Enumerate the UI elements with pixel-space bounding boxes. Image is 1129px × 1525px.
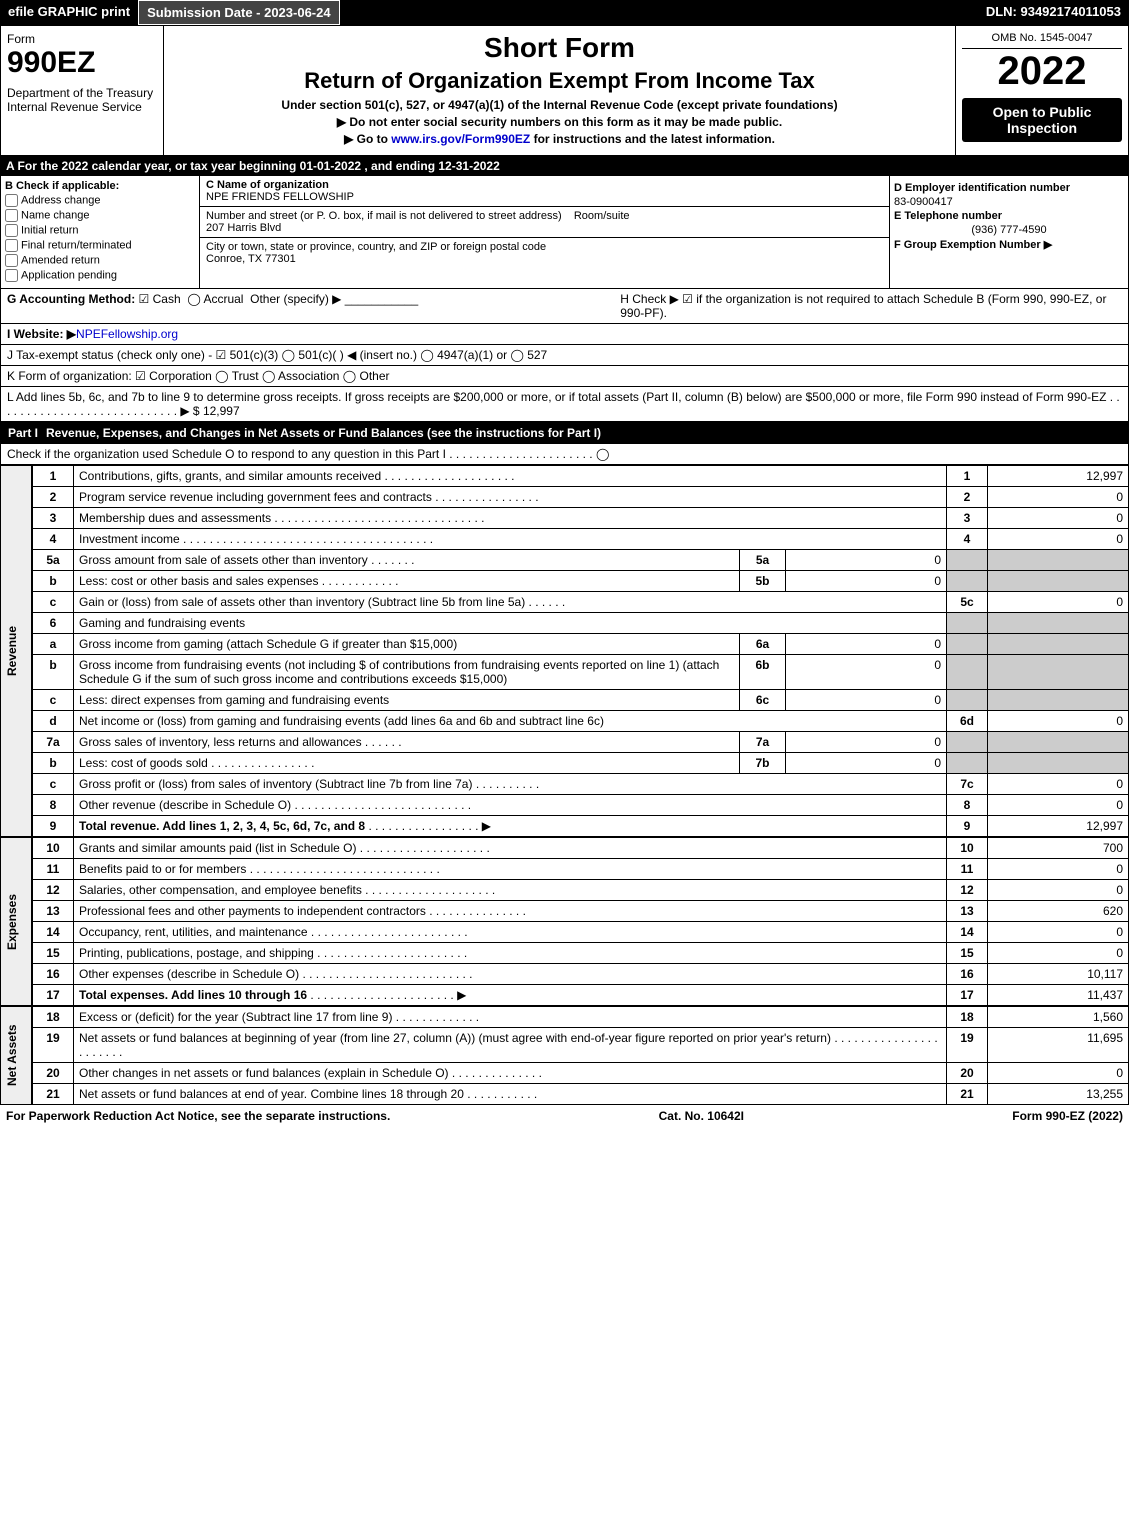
city-block: City or town, state or province, country… [200,238,889,268]
org-name-block: C Name of organization NPE FRIENDS FELLO… [200,176,889,207]
app-pending-check[interactable]: Application pending [5,269,195,282]
org-name: NPE FRIENDS FELLOWSHIP [206,191,354,203]
paperwork-notice: For Paperwork Reduction Act Notice, see … [6,1109,390,1123]
revenue-tab: Revenue [0,465,32,837]
ein-label: D Employer identification number [894,182,1124,194]
expenses-section: Expenses 10Grants and similar amounts pa… [0,837,1129,1006]
group-exemption: F Group Exemption Number ▶ [894,238,1124,251]
form-header: Form 990EZ Department of the Treasury In… [0,25,1129,156]
info-grid: B Check if applicable: Address change Na… [0,176,1129,289]
part1-title: Revenue, Expenses, and Changes in Net As… [46,426,601,440]
revenue-table: 1Contributions, gifts, grants, and simil… [32,465,1129,837]
city: Conroe, TX 77301 [206,253,296,265]
b-label: B Check if applicable: [5,180,195,192]
column-b: B Check if applicable: Address change Na… [1,176,200,288]
g-h-row: G Accounting Method: ☑ Cash ◯ Accrual Ot… [0,289,1129,324]
efile-print[interactable]: efile GRAPHIC print [0,0,138,25]
tel-label: E Telephone number [894,210,1124,222]
address-change-check[interactable]: Address change [5,194,195,207]
line1-val: 12,997 [988,466,1129,487]
return-title: Return of Organization Exempt From Incom… [170,68,949,94]
part1-check: Check if the organization used Schedule … [0,444,1129,465]
department: Department of the Treasury Internal Reve… [7,86,157,114]
no-ssn-note: ▶ Do not enter social security numbers o… [170,115,949,129]
form-label: Form [7,32,157,46]
part1-header: Part I Revenue, Expenses, and Changes in… [0,422,1129,444]
j-tax-exempt: J Tax-exempt status (check only one) - ☑… [0,345,1129,366]
name-change-check[interactable]: Name change [5,209,195,222]
l-gross-receipts: L Add lines 5b, 6c, and 7b to line 9 to … [0,387,1129,422]
header-center: Short Form Return of Organization Exempt… [164,26,956,155]
irs-link[interactable]: www.irs.gov/Form990EZ [391,132,530,146]
part-label: Part I [8,426,38,440]
expenses-table: 10Grants and similar amounts paid (list … [32,837,1129,1006]
header-right: OMB No. 1545-0047 2022 Open to Public In… [956,26,1128,155]
ein: 83-0900417 [894,196,1124,208]
form-code: 990EZ [7,46,157,80]
tax-year: 2022 [962,49,1122,94]
i-website: I Website: ▶NPEFellowship.org [0,324,1129,345]
expenses-tab: Expenses [0,837,32,1006]
under-section: Under section 501(c), 527, or 4947(a)(1)… [170,98,949,112]
website-link[interactable]: NPEFellowship.org [76,327,178,341]
goto-instructions: ▶ Go to www.irs.gov/Form990EZ for instru… [170,132,949,146]
omb-number: OMB No. 1545-0047 [962,32,1122,49]
header-left: Form 990EZ Department of the Treasury In… [1,26,164,155]
dln: DLN: 93492174011053 [978,0,1129,25]
g-accounting: G Accounting Method: ☑ Cash ◯ Accrual Ot… [7,292,620,320]
net-assets-tab: Net Assets [0,1006,32,1105]
cat-number: Cat. No. 10642I [659,1109,744,1123]
street: 207 Harris Blvd [206,222,281,234]
net-assets-section: Net Assets 18Excess or (deficit) for the… [0,1006,1129,1105]
column-d: D Employer identification number 83-0900… [890,176,1128,288]
form-footer: Form 990-EZ (2022) [1012,1109,1123,1123]
net-assets-table: 18Excess or (deficit) for the year (Subt… [32,1006,1129,1105]
submission-date: Submission Date - 2023-06-24 [138,0,340,25]
footer: For Paperwork Reduction Act Notice, see … [0,1105,1129,1127]
k-form-org: K Form of organization: ☑ Corporation ◯ … [0,366,1129,387]
initial-return-check[interactable]: Initial return [5,224,195,237]
section-a: A For the 2022 calendar year, or tax yea… [0,156,1129,176]
telephone: (936) 777-4590 [894,224,1124,236]
open-public: Open to Public Inspection [962,98,1122,142]
column-c: C Name of organization NPE FRIENDS FELLO… [200,176,890,288]
short-form-title: Short Form [170,32,949,64]
h-check: H Check ▶ ☑ if the organization is not r… [620,292,1122,320]
revenue-section: Revenue 1Contributions, gifts, grants, a… [0,465,1129,837]
top-bar: efile GRAPHIC print Submission Date - 20… [0,0,1129,25]
final-return-check[interactable]: Final return/terminated [5,239,195,252]
amended-check[interactable]: Amended return [5,254,195,267]
street-block: Number and street (or P. O. box, if mail… [200,207,889,238]
